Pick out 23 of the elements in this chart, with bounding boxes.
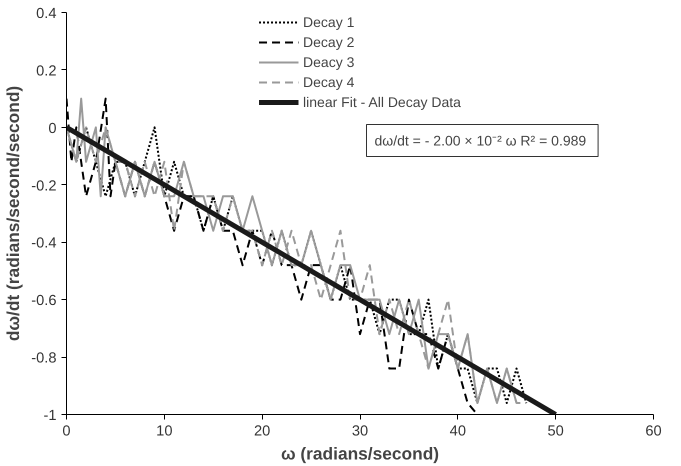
legend-label: Decay 4 [303,74,354,90]
x-tick-label: 0 [62,424,71,440]
y-tick-label: -0.4 [31,236,57,252]
y-tick-label: -0.8 [31,350,57,367]
y-tick-label: -0.6 [31,293,57,310]
x-tick-label: 10 [156,424,172,440]
legend-label: Decay 2 [303,34,354,50]
y-tick-label: -0.2 [31,178,57,194]
annotation: dω/dt = - 2.00 × 10⁻² ω R² = 0.989 [374,132,586,148]
legend-label: Decay 1 [303,14,354,30]
x-axis-title: ω (radians/second) [280,444,440,464]
y-tick-label: -1 [43,408,57,424]
legend-label: Deacy 3 [303,54,354,70]
x-tick-label: 40 [450,424,466,440]
legend-label: linear Fit - All Decay Data [303,94,461,110]
x-tick-label: 50 [548,424,564,440]
y-axis-title: dω/dt (radians/second/second) [3,86,24,342]
y-tick-label: 0.2 [36,63,56,80]
x-tick-label: 30 [352,424,368,440]
y-tick-label: 0.4 [36,6,56,22]
y-tick-label: 0 [48,120,57,137]
x-tick-label: 60 [645,424,662,440]
x-tick-label: 20 [254,424,270,440]
